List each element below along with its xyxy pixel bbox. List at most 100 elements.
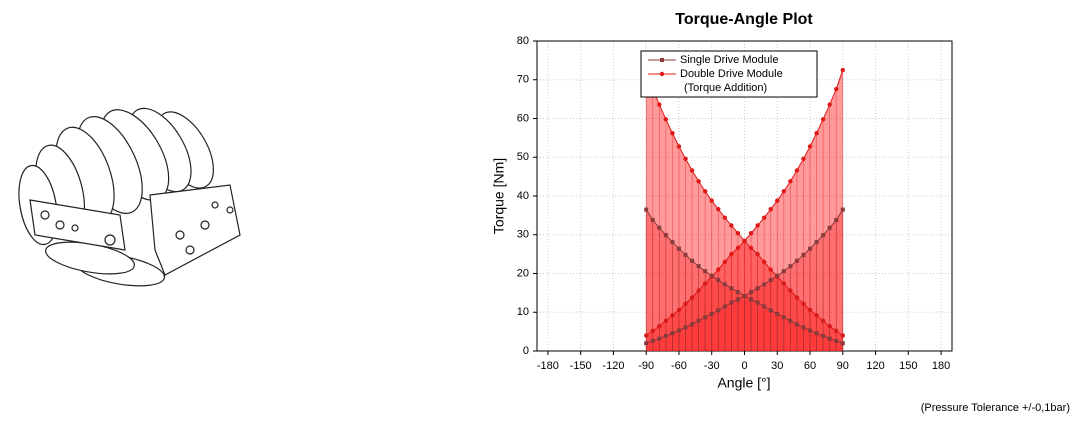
point	[807, 144, 813, 149]
point	[670, 240, 675, 245]
point	[768, 308, 773, 313]
point	[801, 156, 806, 161]
point	[768, 206, 773, 212]
legend-label: Single Drive Module	[680, 54, 778, 66]
point	[827, 102, 832, 107]
point	[775, 273, 780, 278]
legend-marker	[659, 71, 665, 77]
point	[716, 278, 721, 283]
point	[735, 231, 741, 236]
point	[840, 341, 845, 346]
point	[696, 264, 701, 269]
point	[794, 258, 799, 263]
y-tick-label: 70	[517, 74, 529, 86]
point	[762, 282, 767, 287]
point	[761, 259, 767, 265]
y-tick-label: 0	[523, 345, 529, 357]
point	[670, 131, 675, 136]
point	[689, 168, 695, 173]
point	[781, 269, 786, 274]
point	[840, 67, 845, 73]
x-tick-label: -120	[602, 360, 624, 372]
point	[748, 245, 754, 251]
point	[788, 264, 793, 269]
point	[821, 233, 826, 238]
point	[644, 207, 649, 212]
plot-area: 0 10 20 30 40 50 60 70 80 -180 -150 -120 -90 -60 -30 0 3…	[517, 35, 953, 372]
point	[781, 315, 786, 320]
point	[762, 304, 767, 309]
point	[755, 223, 760, 228]
point	[709, 198, 714, 203]
point	[755, 286, 760, 291]
point	[834, 218, 839, 223]
point	[794, 322, 799, 327]
point	[716, 206, 721, 212]
area	[646, 70, 843, 351]
point	[729, 223, 734, 228]
point	[814, 131, 819, 136]
area	[646, 209, 843, 351]
x-tick-label: 120	[866, 360, 884, 372]
point	[788, 318, 793, 323]
point	[827, 225, 832, 230]
y-axis-label: Torque [Nm]	[491, 158, 507, 234]
point	[808, 246, 813, 251]
point	[663, 117, 669, 122]
point	[827, 336, 832, 341]
point	[794, 168, 800, 173]
x-tick-label: 60	[804, 360, 816, 372]
point	[768, 278, 773, 283]
legend-note: (Torque Addition)	[684, 82, 767, 94]
x-tick-label: -30	[704, 360, 720, 372]
area	[646, 70, 843, 351]
x-tick-label: 0	[741, 360, 747, 372]
y-tick-label: 80	[517, 35, 529, 47]
point	[683, 252, 688, 257]
wheel-illustration	[18, 107, 241, 287]
point	[749, 290, 754, 295]
point	[709, 273, 714, 278]
point	[781, 189, 787, 194]
x-tick-label: -60	[671, 360, 687, 372]
point	[657, 102, 662, 107]
point	[657, 225, 662, 230]
point	[748, 231, 754, 236]
point	[742, 293, 747, 298]
x-tick-label: 90	[837, 360, 849, 372]
point	[755, 251, 760, 257]
point	[683, 156, 688, 161]
x-axis-label: Angle [°]	[717, 375, 770, 391]
point	[775, 311, 780, 316]
point	[690, 258, 695, 263]
x-tick-label: -180	[537, 360, 559, 372]
point	[755, 300, 760, 305]
point	[735, 290, 740, 295]
point	[801, 252, 806, 257]
point	[788, 179, 793, 184]
point	[650, 218, 655, 223]
footnote: (Pressure Tolerance +/-0,1bar)	[921, 402, 1070, 414]
point	[834, 338, 839, 343]
point	[814, 240, 819, 245]
y-tick-label: 30	[517, 229, 529, 241]
point	[729, 286, 734, 291]
point	[801, 325, 806, 330]
y-tick-label: 50	[517, 151, 529, 163]
point	[761, 215, 767, 220]
point	[742, 238, 747, 244]
legend-label: Double Drive Module	[680, 68, 783, 80]
point	[749, 297, 754, 302]
y-tick-label: 40	[517, 190, 529, 202]
point	[702, 189, 708, 194]
x-tick-label: 30	[771, 360, 783, 372]
point	[814, 331, 819, 336]
point	[663, 233, 668, 238]
point	[722, 215, 728, 220]
point	[821, 333, 826, 338]
legend-marker	[660, 58, 664, 62]
chart-title: Torque-Angle Plot	[675, 11, 813, 28]
y-tick-label: 10	[517, 306, 529, 318]
